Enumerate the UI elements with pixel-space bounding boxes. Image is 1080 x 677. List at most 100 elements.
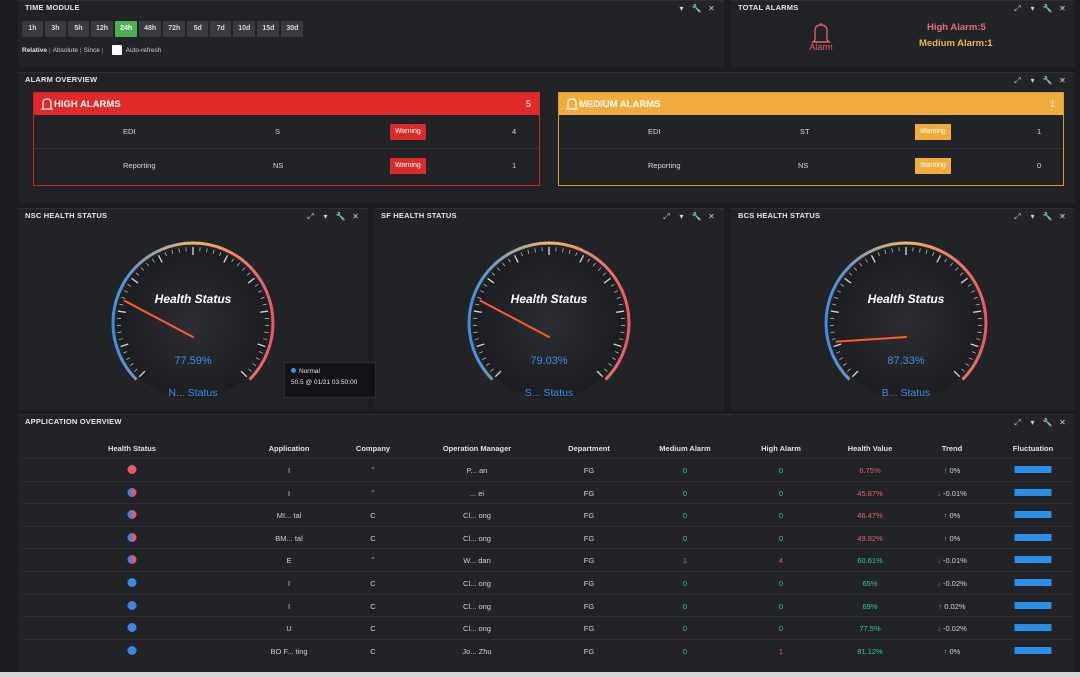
- close-icon[interactable]: ✕: [1059, 212, 1066, 221]
- column-header[interactable]: Health Value: [847, 444, 893, 453]
- table-row[interactable]: U C Cl... ong FG 0 0 77.5% ↓ -0.02%: [22, 616, 1072, 638]
- expand-icon[interactable]: ⤢: [307, 212, 314, 221]
- auto-refresh-checkbox[interactable]: [111, 45, 122, 55]
- time-range-button[interactable]: 72h: [163, 21, 186, 37]
- wrench-icon[interactable]: 🔧: [1042, 76, 1053, 85]
- table-row[interactable]: I C Cl... ong FG 0 0 69% ↑ 0.02%: [22, 593, 1072, 616]
- column-header[interactable]: Trend: [941, 444, 963, 453]
- expand-icon[interactable]: ⤢: [1014, 76, 1021, 85]
- health-status-dot: [127, 510, 137, 520]
- close-icon[interactable]: ✕: [1059, 4, 1066, 13]
- close-icon[interactable]: ✕: [1059, 418, 1066, 427]
- health-status-dot: [127, 578, 137, 587]
- trend-value: -0.02%: [943, 579, 967, 588]
- trend-value: 0%: [949, 646, 961, 656]
- chevron-down-icon[interactable]: ▾: [679, 212, 684, 221]
- chevron-down-icon[interactable]: ▾: [1030, 76, 1035, 85]
- time-range-button[interactable]: 10d: [233, 21, 256, 37]
- table-row[interactable]: MI... tal C Cl... ong FG 0 0 46.47% ↑ 0%: [22, 503, 1072, 525]
- column-header[interactable]: Department: [568, 444, 610, 453]
- chevron-down-icon[interactable]: ▾: [679, 4, 684, 13]
- health-status-dot: [127, 465, 137, 474]
- chevron-down-icon[interactable]: ▾: [1030, 212, 1035, 221]
- medium-alarm-cell: 0: [682, 466, 688, 475]
- alarm-app: EDI: [123, 127, 136, 136]
- time-range-button[interactable]: 5d: [187, 21, 209, 37]
- company-cell: ˜: [371, 556, 375, 566]
- wrench-icon[interactable]: 🔧: [691, 212, 702, 221]
- chevron-down-icon[interactable]: ▾: [323, 212, 328, 221]
- column-header[interactable]: Operation Manager: [442, 444, 512, 453]
- company-cell: C: [370, 646, 376, 656]
- time-range-button[interactable]: 5h: [68, 21, 89, 37]
- application-cell: I: [287, 579, 291, 588]
- time-range-buttons: 1h 3h 5h 12h 24h 48h 72h 5d 7d 10d 15d 30d: [22, 21, 304, 37]
- time-range-button[interactable]: 15d: [257, 21, 280, 37]
- health-status-dot: [127, 645, 137, 655]
- expand-icon[interactable]: ⤢: [663, 212, 670, 221]
- mode-absolute[interactable]: Absolute: [52, 46, 78, 54]
- fluctuation-sparkline: [1014, 511, 1052, 519]
- table-row[interactable]: E ˜ W... dan FG 1 4 60.61% ↓ -0.01%: [22, 548, 1072, 570]
- tooltip-text: 50.5 @ 01/21 03:50:00: [291, 379, 358, 386]
- wrench-icon[interactable]: 🔧: [335, 212, 346, 221]
- close-icon[interactable]: ✕: [352, 212, 359, 221]
- arrow-down-icon: ↓: [937, 579, 944, 588]
- department-cell: FG: [583, 556, 595, 566]
- wrench-icon[interactable]: 🔧: [1042, 418, 1053, 427]
- expand-icon[interactable]: ⤢: [1014, 212, 1021, 221]
- warning-badge: Warning: [390, 158, 426, 174]
- manager-cell: Cl... ong: [463, 511, 491, 521]
- column-header[interactable]: Medium Alarm: [659, 444, 711, 453]
- close-icon[interactable]: ✕: [708, 212, 715, 221]
- time-range-button[interactable]: 24h: [115, 21, 138, 37]
- company-cell: C: [370, 511, 376, 521]
- time-range-button[interactable]: 30d: [281, 21, 304, 37]
- high-alarm-cell: 0: [778, 533, 784, 543]
- close-icon[interactable]: ✕: [1059, 76, 1066, 85]
- chevron-down-icon[interactable]: ▾: [1030, 418, 1035, 427]
- expand-icon[interactable]: ⤢: [1014, 418, 1021, 427]
- time-range-button[interactable]: 48h: [139, 21, 162, 37]
- high-alarm-cell: 0: [778, 466, 784, 475]
- alarm-count: 0: [1037, 161, 1042, 170]
- time-range-button[interactable]: 1h: [22, 21, 43, 37]
- mode-since[interactable]: Since: [83, 46, 100, 54]
- expand-icon[interactable]: ⤢: [1014, 4, 1021, 13]
- fluctuation-sparkline: [1014, 466, 1052, 473]
- bell-icon: [811, 23, 831, 43]
- column-header[interactable]: Application: [268, 444, 310, 453]
- panel-title: NSC HEALTH STATUS: [25, 211, 108, 220]
- manager-cell: Cl... ong: [463, 601, 491, 611]
- chevron-down-icon[interactable]: ▾: [1030, 4, 1035, 13]
- company-cell: ˜: [371, 466, 375, 475]
- table-row[interactable]: BM... tal C Cl... ong FG 0 0 49.82% ↑ 0%: [22, 525, 1072, 548]
- wrench-icon[interactable]: 🔧: [691, 4, 702, 13]
- time-range-button[interactable]: 7d: [210, 21, 232, 37]
- series-dot: [291, 368, 296, 373]
- wrench-icon[interactable]: 🔧: [1042, 212, 1053, 221]
- table-row[interactable]: BO F... ting C Jo... Zhu FG 0 1 81.12% ↑ 0%: [22, 638, 1072, 661]
- time-range-button[interactable]: 12h: [91, 21, 114, 37]
- window-bottom-edge: [0, 672, 1080, 677]
- fluctuation-sparkline: [1014, 488, 1052, 496]
- mode-relative[interactable]: Relative: [22, 46, 47, 54]
- table-row[interactable]: I ˜ ... ei FG 0 0 45.87% ↓ -0.01%: [22, 480, 1072, 503]
- fluctuation-sparkline: [1014, 533, 1052, 541]
- arrow-up-icon: ↑: [943, 646, 950, 656]
- column-header[interactable]: Health Status: [108, 444, 156, 453]
- health-status-dot: [127, 623, 137, 633]
- trend-cell: ↓ -0.02%: [937, 624, 967, 633]
- close-icon[interactable]: ✕: [708, 4, 715, 13]
- column-header[interactable]: Fluctuation: [1012, 444, 1054, 453]
- table-row[interactable]: I ˜ P... an FG 0 0 6.75% ↑ 0%: [22, 458, 1072, 480]
- table-row[interactable]: I C Cl... ong FG 0 0 65% ↓ -0.02%: [22, 571, 1072, 593]
- high-alarm-cell: 0: [778, 624, 784, 634]
- health-value-cell: 81.12%: [857, 646, 883, 656]
- column-header[interactable]: High Alarm: [761, 444, 801, 453]
- time-range-button[interactable]: 3h: [45, 21, 66, 37]
- health-value-cell: 6.75%: [859, 466, 881, 475]
- medium-alarm-cell: 0: [682, 511, 688, 521]
- column-header[interactable]: Company: [355, 444, 391, 453]
- wrench-icon[interactable]: 🔧: [1042, 4, 1053, 13]
